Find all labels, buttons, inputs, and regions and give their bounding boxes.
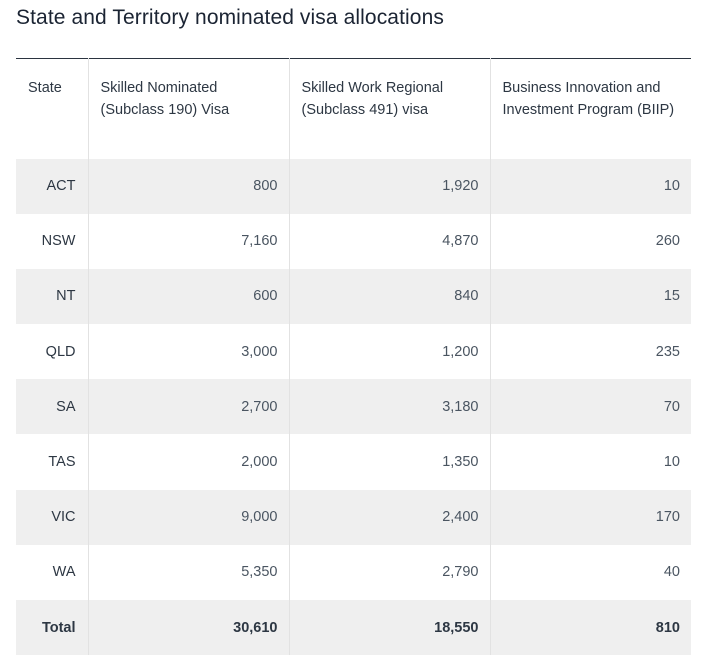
cell-biip: 40 xyxy=(489,544,691,600)
cell-subclass-190: 800 xyxy=(87,158,289,214)
table-row: WA 5,350 2,790 40 xyxy=(16,544,691,600)
cell-subclass-190: 2,000 xyxy=(87,434,289,490)
cell-state: ACT xyxy=(16,158,88,214)
cell-state: VIC xyxy=(16,489,88,545)
visa-allocations-table: State Skilled Nominated (Subclass 190) V… xyxy=(16,58,691,656)
cell-total-subclass-190: 30,610 xyxy=(87,600,289,656)
page-title: State and Territory nominated visa alloc… xyxy=(16,6,444,29)
table-row: VIC 9,000 2,400 170 xyxy=(16,489,691,545)
table-row: ACT 800 1,920 10 xyxy=(16,158,691,214)
table-row: QLD 3,000 1,200 235 xyxy=(16,324,691,380)
cell-subclass-491: 2,400 xyxy=(288,489,490,545)
cell-state: TAS xyxy=(48,454,76,471)
cell-subclass-491: 2,790 xyxy=(288,544,490,600)
header-subclass-491: Skilled Work Regional (Subclass 491) vis… xyxy=(288,58,490,159)
cell-total-biip: 810 xyxy=(489,600,691,656)
cell-total-label: Total xyxy=(16,600,88,656)
cell-subclass-190: 9,000 xyxy=(87,489,289,545)
header-subclass-190: Skilled Nominated (Subclass 190) Visa xyxy=(87,58,289,159)
cell-biip: 70 xyxy=(489,379,691,435)
table-row: TAS 2,000 1,350 10 xyxy=(16,434,691,490)
table-row: NT 600 840 15 xyxy=(16,268,691,325)
cell-biip: 15 xyxy=(489,268,691,325)
cell-total-subclass-491: 18,550 xyxy=(288,600,490,656)
cell-subclass-190: 600 xyxy=(87,268,289,325)
cell-subclass-190: 2,700 xyxy=(87,379,289,435)
cell-subclass-491: 1,920 xyxy=(288,158,490,214)
cell-state: NT xyxy=(16,268,88,325)
cell-subclass-190: 3,000 xyxy=(87,324,289,380)
cell-state: QLD xyxy=(45,343,76,360)
table-header-row: State Skilled Nominated (Subclass 190) V… xyxy=(16,58,691,159)
cell-biip: 235 xyxy=(489,324,691,380)
cell-subclass-190: 5,350 xyxy=(87,544,289,600)
cell-biip: 260 xyxy=(489,213,691,269)
cell-subclass-491: 1,350 xyxy=(288,434,490,490)
cell-state: WA xyxy=(52,564,76,581)
cell-subclass-491: 1,200 xyxy=(288,324,490,380)
cell-biip: 10 xyxy=(489,158,691,214)
header-biip: Business Innovation and Investment Progr… xyxy=(489,58,691,159)
table-row: NSW 7,160 4,870 260 xyxy=(16,213,691,269)
header-state: State xyxy=(28,80,62,96)
cell-biip: 170 xyxy=(489,489,691,545)
cell-subclass-491: 3,180 xyxy=(288,379,490,435)
cell-subclass-190: 7,160 xyxy=(87,213,289,269)
table-total-row: Total 30,610 18,550 810 xyxy=(16,600,691,656)
cell-biip: 10 xyxy=(489,434,691,490)
cell-subclass-491: 840 xyxy=(288,268,490,325)
cell-state: SA xyxy=(16,379,88,435)
cell-subclass-491: 4,870 xyxy=(288,213,490,269)
table-row: SA 2,700 3,180 70 xyxy=(16,379,691,435)
cell-state: NSW xyxy=(41,233,76,250)
